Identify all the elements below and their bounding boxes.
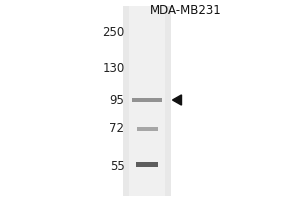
Text: 55: 55 xyxy=(110,160,124,172)
Text: 250: 250 xyxy=(102,26,124,40)
Bar xyxy=(129,6,165,196)
Text: MDA-MB231: MDA-MB231 xyxy=(150,4,222,18)
Text: 72: 72 xyxy=(110,122,124,136)
Bar xyxy=(136,162,158,167)
Text: 95: 95 xyxy=(110,95,124,108)
Bar xyxy=(132,98,162,102)
Bar xyxy=(123,6,171,196)
Bar xyxy=(136,127,158,131)
Polygon shape xyxy=(172,95,182,105)
Text: 130: 130 xyxy=(102,62,124,75)
